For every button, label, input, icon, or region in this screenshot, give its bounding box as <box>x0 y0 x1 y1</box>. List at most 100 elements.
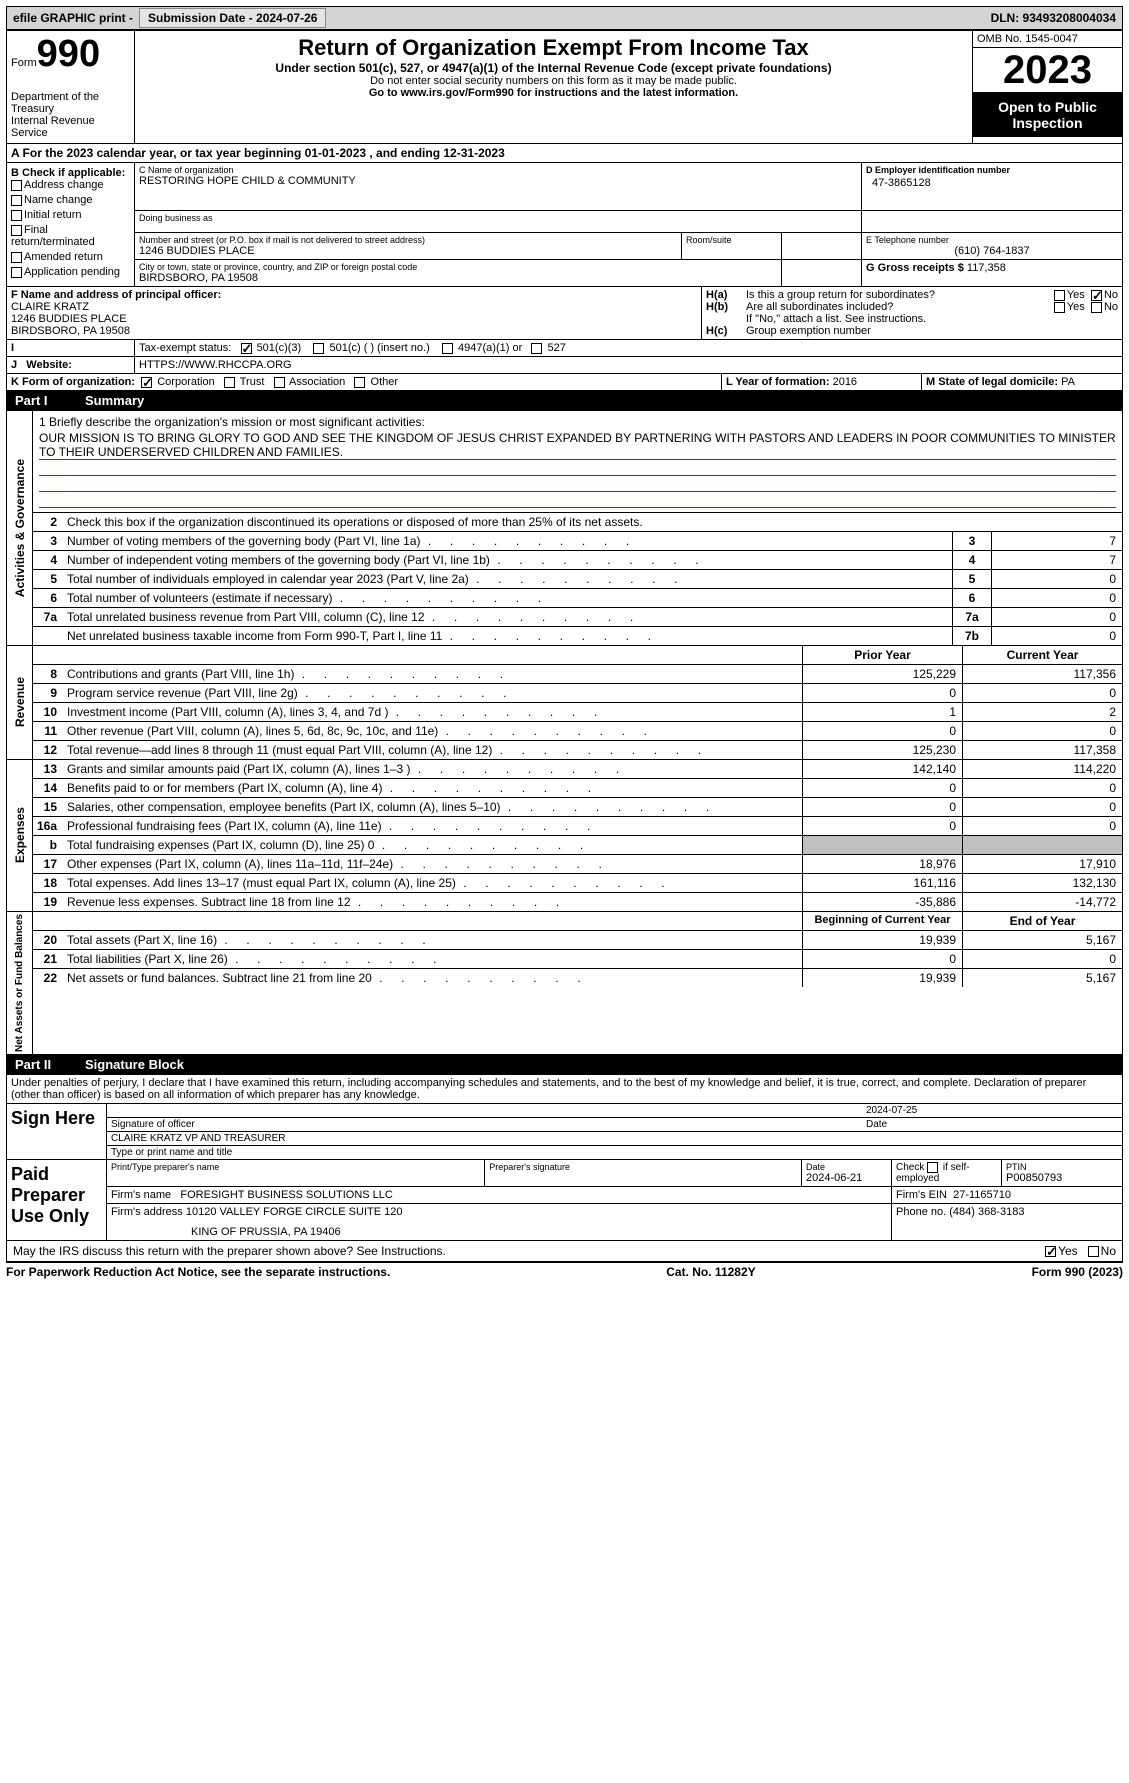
line-20: 20Total assets (Part X, line 16)19,9395,… <box>33 931 1122 950</box>
hb-note: If "No," attach a list. See instructions… <box>706 313 1118 325</box>
col-b-checkboxes: B Check if applicable: Address change Na… <box>7 163 135 287</box>
line-18: 18Total expenses. Add lines 13–17 (must … <box>33 874 1122 893</box>
form-page: Form 990 (2023) <box>1032 1265 1123 1279</box>
line-12: 12Total revenue—add lines 8 through 11 (… <box>33 741 1122 759</box>
gov-line-6: 6Total number of volunteers (estimate if… <box>33 589 1122 608</box>
cb-self-employed[interactable] <box>927 1162 938 1173</box>
tax-year: 2023 <box>973 48 1122 93</box>
l-cell: L Year of formation: 2016 <box>722 374 922 390</box>
line-10: 10Investment income (Part VIII, column (… <box>33 703 1122 722</box>
f-street: 1246 BUDDIES PLACE <box>11 313 697 325</box>
open-to-public: Open to Public Inspection <box>973 93 1122 137</box>
paid-preparer-label: Paid Preparer Use Only <box>7 1160 107 1240</box>
cb-application-pending[interactable]: Application pending <box>11 266 130 278</box>
discuss-row: May the IRS discuss this return with the… <box>7 1241 1122 1262</box>
city-cell: City or town, state or province, country… <box>135 260 782 286</box>
form-number: 990 <box>37 35 100 73</box>
f-name: CLAIRE KRATZ <box>11 301 697 313</box>
cb-other-org[interactable] <box>354 377 365 388</box>
g-value: 117,358 <box>967 262 1006 274</box>
cb-name-change[interactable]: Name change <box>11 194 130 206</box>
self-employed-cell: Check if self-employed <box>892 1160 1002 1186</box>
blank-mid2 <box>782 260 862 286</box>
omb-number: OMB No. 1545-0047 <box>973 31 1122 48</box>
sign-here-label: Sign Here <box>7 1104 107 1159</box>
side-exp: Expenses <box>11 805 29 865</box>
ha-text: Is this a group return for subordinates? <box>746 289 1054 301</box>
dba-label: Doing business as <box>139 213 857 223</box>
line-13: 13Grants and similar amounts paid (Part … <box>33 760 1122 779</box>
line-16a: 16aProfessional fundraising fees (Part I… <box>33 817 1122 836</box>
mission-q: 1 Briefly describe the organization's mi… <box>39 415 1116 429</box>
submission-date-btn[interactable]: Submission Date - 2024-07-26 <box>139 8 326 28</box>
tax-exempt-row: Tax-exempt status: 501(c)(3) 501(c) ( ) … <box>135 340 1122 356</box>
calendar-year: A For the 2023 calendar year, or tax yea… <box>7 144 1122 163</box>
website-value[interactable]: HTTPS://WWW.RHCCPA.ORG <box>135 357 1122 373</box>
header-left: Form 990 Department of the Treasury Inte… <box>7 31 135 143</box>
cb-corp[interactable] <box>141 377 152 388</box>
mission-text: OUR MISSION IS TO BRING GLORY TO GOD AND… <box>39 431 1116 460</box>
c-name-label: C Name of organization <box>139 165 857 175</box>
type-name-label: Type or print name and title <box>107 1146 1122 1159</box>
firm-addr1: 10120 VALLEY FORGE CIRCLE SUITE 120 <box>186 1206 403 1218</box>
line-15: 15Salaries, other compensation, employee… <box>33 798 1122 817</box>
cb-amended[interactable]: Amended return <box>11 251 130 263</box>
h-cell: H(a) Is this a group return for subordin… <box>702 287 1122 339</box>
hb-yes-cb[interactable] <box>1054 302 1065 313</box>
discuss-yes-cb[interactable] <box>1045 1246 1056 1257</box>
d-label: D Employer identification number <box>866 165 1118 175</box>
cb-trust[interactable] <box>224 377 235 388</box>
b-label: B Check if applicable: <box>11 167 130 179</box>
cb-initial-return[interactable]: Initial return <box>11 209 130 221</box>
hb-text: Are all subordinates included? <box>746 301 1054 313</box>
goto-link[interactable]: Go to www.irs.gov/Form990 for instructio… <box>139 87 968 99</box>
cb-address-change[interactable]: Address change <box>11 179 130 191</box>
city-label: City or town, state or province, country… <box>139 262 777 272</box>
sign-date-label: Date <box>866 1119 887 1130</box>
return-title: Return of Organization Exempt From Incom… <box>139 35 968 61</box>
pra-notice: For Paperwork Reduction Act Notice, see … <box>6 1265 390 1279</box>
activities-governance-block: Activities & Governance 1 Briefly descri… <box>7 411 1122 646</box>
line-21: 21Total liabilities (Part X, line 26)00 <box>33 950 1122 969</box>
ha-yes-cb[interactable] <box>1054 290 1065 301</box>
city-value: BIRDSBORO, PA 19508 <box>139 272 258 284</box>
k-row: K Form of organization: Corporation Trus… <box>7 374 722 390</box>
blank-d <box>862 211 1122 232</box>
cb-assoc[interactable] <box>274 377 285 388</box>
dln-label: DLN: 93493208004034 <box>985 9 1122 27</box>
cb-final-return[interactable]: Final return/terminated <box>11 224 130 248</box>
g-label: G Gross receipts $ <box>866 262 964 274</box>
penalties-text: Under penalties of perjury, I declare th… <box>7 1075 1122 1104</box>
firm-addr2: KING OF PRUSSIA, PA 19406 <box>111 1218 887 1238</box>
cb-527[interactable] <box>531 343 542 354</box>
line-19: 19Revenue less expenses. Subtract line 1… <box>33 893 1122 911</box>
hb-no-cb[interactable] <box>1091 302 1102 313</box>
gov-line-4: 4Number of independent voting members of… <box>33 551 1122 570</box>
phone-cell: E Telephone number (610) 764-1837 <box>862 233 1122 259</box>
cb-501c[interactable] <box>313 343 324 354</box>
m-cell: M State of legal domicile: PA <box>922 374 1122 390</box>
footer: For Paperwork Reduction Act Notice, see … <box>6 1263 1123 1279</box>
blank-mid <box>782 233 862 259</box>
ha-no-cb[interactable] <box>1091 290 1102 301</box>
under-section: Under section 501(c), 527, or 4947(a)(1)… <box>139 61 968 75</box>
dept-treasury: Department of the Treasury <box>11 91 130 115</box>
irs: Internal Revenue Service <box>11 115 130 139</box>
cb-501c3[interactable] <box>241 343 252 354</box>
header-mid: Return of Organization Exempt From Incom… <box>135 31 972 143</box>
street-label: Number and street (or P.O. box if mail i… <box>139 235 677 245</box>
f-label: F Name and address of principal officer: <box>11 289 697 301</box>
line-17: 17Other expenses (Part IX, column (A), l… <box>33 855 1122 874</box>
cb-4947[interactable] <box>442 343 453 354</box>
ptin: P00850793 <box>1006 1172 1062 1184</box>
ssn-warning: Do not enter social security numbers on … <box>139 75 968 87</box>
gov-line-3: 3Number of voting members of the governi… <box>33 532 1122 551</box>
expenses-block: Expenses 13Grants and similar amounts pa… <box>7 760 1122 912</box>
room-label: Room/suite <box>686 235 777 245</box>
header-right: OMB No. 1545-0047 2023 Open to Public In… <box>972 31 1122 143</box>
firm-name: FORESIGHT BUSINESS SOLUTIONS LLC <box>180 1189 393 1201</box>
begin-year-hdr: Beginning of Current Year <box>802 912 962 930</box>
side-net: Net Assets or Fund Balances <box>12 912 27 1054</box>
discuss-no-cb[interactable] <box>1088 1246 1099 1257</box>
firm-phone: (484) 368-3183 <box>949 1206 1024 1218</box>
